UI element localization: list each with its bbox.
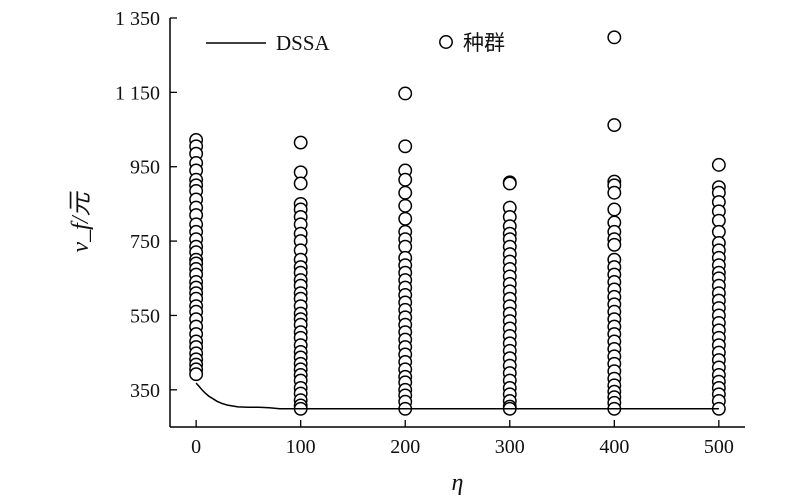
population-point	[398, 185, 413, 200]
y-tick-label: 750	[130, 231, 160, 253]
y-axis-ticks: 350 550 750 950 1 150 1 350	[115, 8, 177, 402]
legend-circle-swatch	[439, 35, 453, 49]
population-point	[607, 118, 622, 133]
population-point	[398, 172, 413, 187]
x-tick-label: 100	[286, 436, 316, 458]
y-tick-label: 550	[130, 305, 160, 327]
y-tick-label: 950	[130, 157, 160, 179]
population-point	[293, 135, 308, 150]
x-tick-label: 500	[704, 436, 734, 458]
x-tick-label: 400	[599, 436, 629, 458]
population-point	[293, 176, 308, 191]
population-point	[189, 367, 204, 382]
x-axis-ticks: 0 100 200 300 400 500	[191, 420, 734, 458]
y-axis-title: v_f/元	[68, 191, 94, 253]
population-point	[607, 185, 622, 200]
x-tick-label: 0	[191, 436, 201, 458]
y-tick-label: 1 350	[115, 8, 160, 30]
population-points	[189, 30, 726, 416]
population-point	[711, 157, 726, 172]
population-point	[607, 202, 622, 217]
population-point	[502, 176, 517, 191]
population-point	[607, 30, 622, 45]
population-point	[398, 139, 413, 154]
x-tick-label: 300	[495, 436, 525, 458]
y-tick-label: 350	[130, 380, 160, 402]
population-point	[398, 198, 413, 213]
population-point	[607, 237, 622, 252]
x-tick-label: 200	[390, 436, 420, 458]
y-tick-label: 1 150	[115, 82, 160, 104]
dssa-line-group	[195, 382, 719, 410]
dssa-line	[195, 382, 719, 410]
x-axis-title: η	[452, 470, 464, 496]
legend-label-population: 种群	[463, 31, 505, 55]
population-point	[398, 211, 413, 226]
axes	[169, 18, 745, 428]
population-point	[398, 86, 413, 101]
legend-label-dssa: DSSA	[276, 31, 331, 55]
legend: DSSA 种群	[206, 31, 505, 55]
